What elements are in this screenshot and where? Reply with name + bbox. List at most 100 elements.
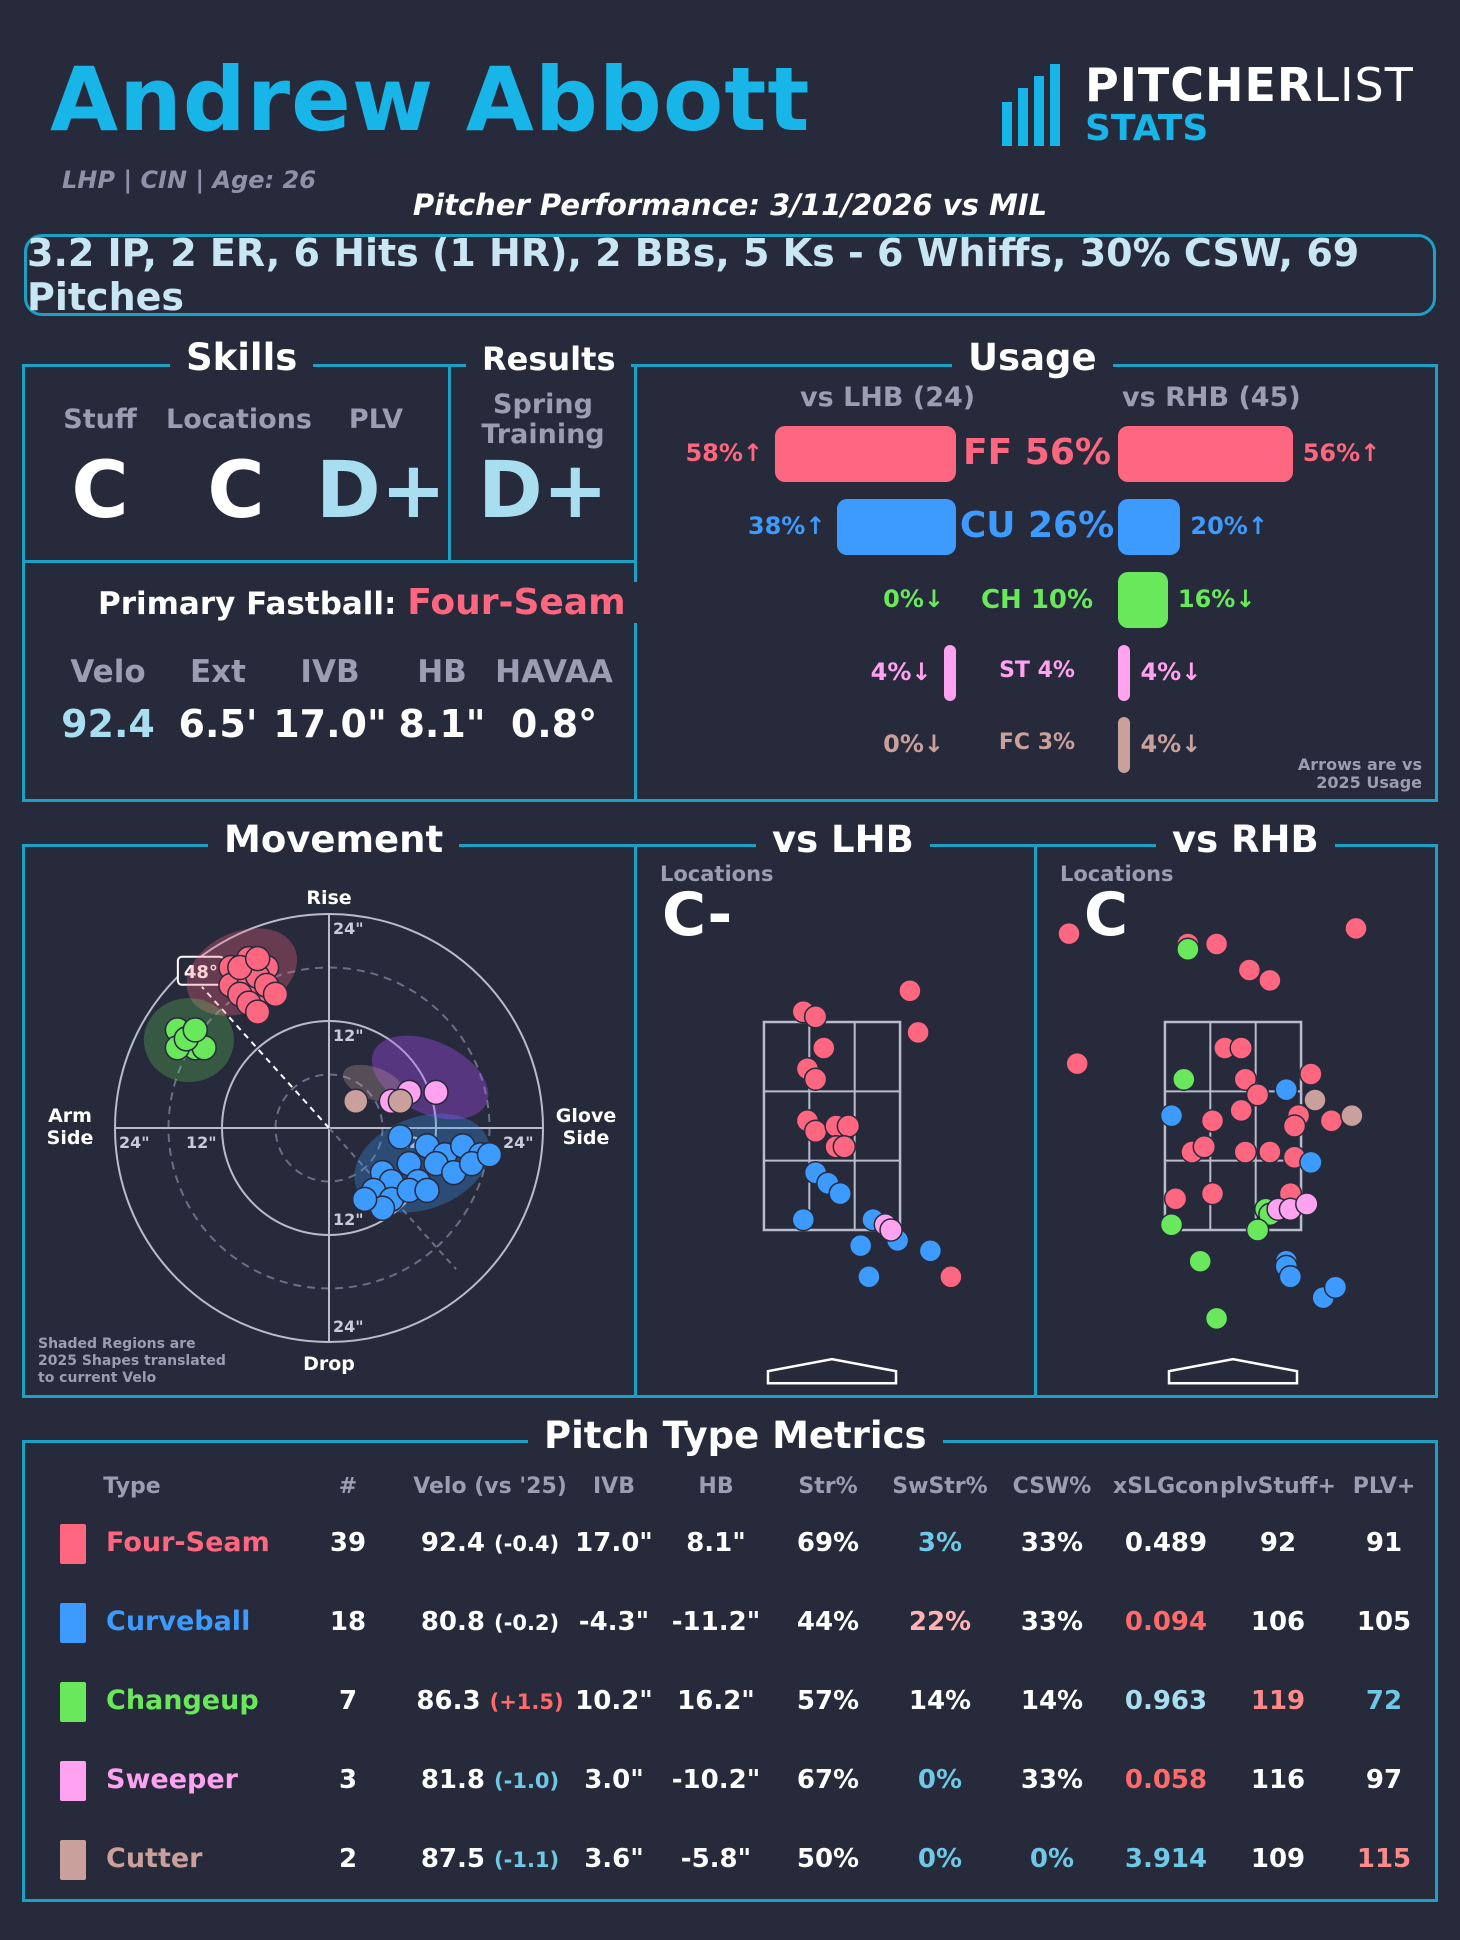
ring-label: 12" bbox=[333, 1210, 364, 1229]
table-cell: 0.094 bbox=[1124, 1607, 1208, 1637]
table-cell: 3 bbox=[338, 1765, 358, 1795]
table-cell: 91 bbox=[1365, 1528, 1403, 1558]
table-cell: 115 bbox=[1356, 1844, 1412, 1874]
movement-point bbox=[244, 945, 271, 972]
logo-title: PITCHERLIST bbox=[1085, 58, 1414, 112]
movement-point bbox=[262, 981, 289, 1007]
table-header: SwStr% bbox=[892, 1474, 988, 1499]
ring-label: 12" bbox=[333, 1026, 364, 1045]
location-point bbox=[1319, 1109, 1344, 1133]
arm-side-label: Side bbox=[47, 1127, 94, 1149]
table-header: CSW% bbox=[1012, 1474, 1092, 1499]
table-cell-velo: 80.8 (-0.2) bbox=[420, 1607, 560, 1637]
vs-rhb-title: vs RHB bbox=[1156, 818, 1335, 861]
arm-angle-line-extension bbox=[328, 1127, 457, 1270]
location-point bbox=[1192, 1135, 1217, 1159]
metrics-frame bbox=[22, 1440, 1438, 1902]
pitch-type-name: Four-Seam bbox=[106, 1527, 270, 1558]
divider bbox=[634, 844, 637, 1398]
pitch-type-name: Sweeper bbox=[106, 1764, 238, 1795]
table-cell: 72 bbox=[1365, 1686, 1403, 1716]
location-point bbox=[1204, 1306, 1229, 1331]
usage-rhb-pct: 4%↓ bbox=[1140, 730, 1202, 758]
fastball-metric-label: HB bbox=[417, 654, 467, 690]
table-cell: 33% bbox=[1020, 1607, 1084, 1637]
table-cell: 33% bbox=[1020, 1765, 1084, 1795]
location-point bbox=[1188, 1249, 1212, 1273]
ring-label: 24" bbox=[333, 919, 364, 938]
table-header: Velo (vs '25) bbox=[413, 1474, 567, 1499]
table-cell: 44% bbox=[796, 1607, 860, 1637]
table-cell: 10.2" bbox=[575, 1686, 653, 1716]
location-point bbox=[812, 1036, 836, 1060]
usage-rhb-pct: 16%↓ bbox=[1177, 585, 1256, 613]
table-cell: 67% bbox=[796, 1765, 860, 1795]
table-header: PLV+ bbox=[1352, 1474, 1416, 1499]
ring-label: 24" bbox=[333, 1317, 364, 1336]
fastball-metric-value: 0.8° bbox=[510, 702, 598, 746]
table-cell: -11.2" bbox=[671, 1607, 761, 1637]
usage-rhb-pct: 4%↓ bbox=[1140, 658, 1202, 686]
vs-lhb-locations-grade: C- bbox=[662, 880, 733, 950]
location-point bbox=[1245, 1218, 1270, 1242]
table-cell: 50% bbox=[796, 1844, 860, 1874]
usage-bar-rhb bbox=[1118, 426, 1293, 482]
table-cell: 92 bbox=[1259, 1528, 1297, 1558]
usage-lhb-pct: 0%↓ bbox=[883, 585, 944, 613]
table-cell: 0% bbox=[917, 1765, 963, 1795]
location-point bbox=[939, 1265, 963, 1289]
divider bbox=[1034, 844, 1037, 1398]
location-point bbox=[1258, 1140, 1282, 1164]
spring-training-label: Spring Training bbox=[481, 389, 605, 450]
vs-lhb-location-chart bbox=[762, 979, 963, 1385]
fastball-metric-label: HAVAA bbox=[495, 654, 613, 690]
stat-line: 3.2 IP, 2 ER, 6 Hits (1 HR), 2 BBs, 5 Ks… bbox=[24, 231, 1436, 319]
movement-point bbox=[414, 1177, 440, 1204]
location-point bbox=[879, 1218, 903, 1242]
pitch-color-swatch bbox=[60, 1524, 86, 1564]
table-cell: 39 bbox=[329, 1528, 367, 1558]
location-point bbox=[1295, 1192, 1319, 1216]
usage-bar-rhb bbox=[1118, 717, 1131, 773]
fastball-title: Primary Fastball: Four-Seam bbox=[82, 582, 642, 623]
location-point bbox=[1299, 1150, 1323, 1175]
fastball-metric-value: 17.0" bbox=[273, 702, 387, 746]
location-point bbox=[918, 1239, 943, 1263]
movement-point bbox=[476, 1142, 503, 1168]
pitch-color-swatch bbox=[60, 1840, 86, 1880]
usage-bar-lhb bbox=[775, 426, 956, 482]
home-plate bbox=[766, 1357, 898, 1385]
charts-frame bbox=[22, 844, 1438, 1398]
usage-pitch-label: ST 4% bbox=[999, 658, 1075, 683]
usage-rhb-pct: 56%↑ bbox=[1302, 439, 1381, 467]
table-cell: 109 bbox=[1250, 1844, 1306, 1874]
arm-angle-label: 48° bbox=[184, 962, 218, 983]
usage-lhb-header: vs LHB (24) bbox=[800, 382, 976, 413]
table-cell: 119 bbox=[1250, 1686, 1306, 1716]
location-point bbox=[1282, 1114, 1307, 1138]
table-cell-velo: 86.3 (+1.5) bbox=[416, 1686, 564, 1716]
movement-chart: 48°24"12"12"24"24" 12" 12" 24"RiseDropArmSi… bbox=[38, 887, 616, 1386]
results-title: Results bbox=[466, 340, 632, 378]
location-point bbox=[898, 979, 922, 1003]
movement-point bbox=[423, 1079, 449, 1106]
pitcher-name: Andrew Abbott bbox=[50, 48, 811, 151]
vs-rhb-locations-label: Locations bbox=[1060, 862, 1174, 886]
table-cell: 22% bbox=[908, 1607, 972, 1637]
performance-title: Pitcher Performance: 3/11/2026 vs MIL bbox=[412, 188, 1048, 222]
divider bbox=[22, 560, 636, 563]
location-point bbox=[906, 1020, 930, 1045]
arm-side-label: Arm bbox=[48, 1105, 92, 1127]
table-cell: 116 bbox=[1250, 1765, 1306, 1795]
locations-label: Locations bbox=[166, 404, 312, 435]
movement-point bbox=[244, 999, 271, 1025]
fastball-metric-label: Velo bbox=[70, 654, 146, 690]
table-cell: 3.0" bbox=[584, 1765, 644, 1795]
stuff-label: Stuff bbox=[63, 404, 137, 435]
location-point bbox=[1258, 968, 1282, 993]
location-point bbox=[1344, 916, 1368, 941]
table-cell: 3% bbox=[917, 1528, 963, 1558]
table-cell: 105 bbox=[1356, 1607, 1412, 1637]
glove-side-label: Side bbox=[563, 1127, 610, 1149]
location-point bbox=[857, 1265, 881, 1289]
